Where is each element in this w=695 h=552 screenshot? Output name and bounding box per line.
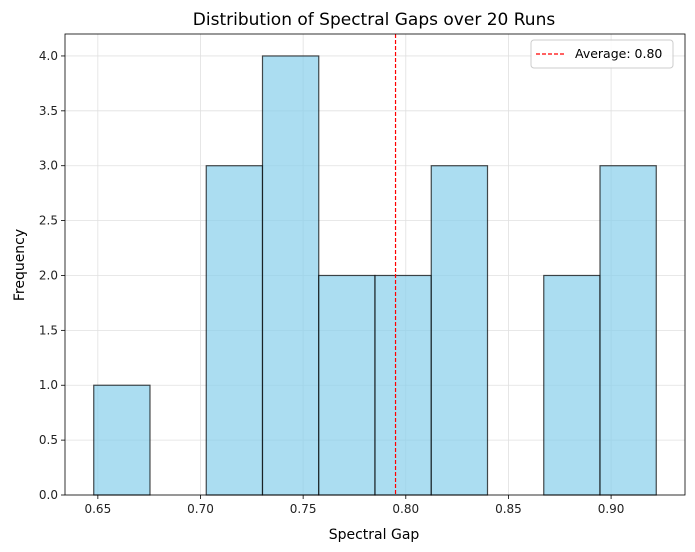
y-tick-label: 1.5: [39, 323, 58, 337]
histogram-bar: [543, 274, 601, 496]
y-axis-ticks: 0.0 0.5 1.0 1.5 2.0 2.5 3.0 3.5 4.0: [39, 49, 65, 502]
x-tick-label: 0.70: [187, 502, 214, 516]
plot-frame: [64, 33, 686, 496]
x-tick-label: 0.75: [290, 502, 317, 516]
histogram-bar: [318, 274, 376, 496]
histogram-bar: [261, 55, 320, 496]
histogram-bar: [599, 165, 657, 496]
x-axis-title: Spectral Gap: [329, 527, 420, 543]
x-tick-label: 0.80: [392, 502, 419, 516]
y-tick-label: 3.5: [39, 104, 58, 118]
chart-title: Distribution of Spectral Gaps over 20 Ru…: [193, 10, 556, 30]
y-tick-label: 0.5: [39, 433, 58, 447]
x-axis-ticks: 0.65 0.70 0.75 0.80 0.85 0.90: [84, 495, 624, 516]
histogram-bar: [93, 384, 151, 496]
histogram-bar: [205, 165, 264, 496]
histogram-bar: [430, 165, 489, 496]
histogram-bars: [93, 55, 657, 496]
legend-average-label: Average: 0.80: [575, 46, 662, 61]
y-tick-label: 4.0: [39, 49, 58, 63]
x-tick-label: 0.90: [598, 502, 625, 516]
y-tick-label: 3.0: [39, 159, 58, 173]
x-tick-label: 0.65: [84, 502, 111, 516]
y-tick-label: 2.0: [39, 268, 58, 282]
x-tick-label: 0.85: [495, 502, 522, 516]
legend: Average: 0.80: [530, 39, 674, 69]
y-tick-label: 0.0: [39, 488, 58, 502]
y-axis-title: Frequency: [12, 229, 28, 301]
y-tick-label: 1.0: [39, 378, 58, 392]
y-tick-label: 2.5: [39, 214, 58, 228]
legend-box: [530, 39, 674, 69]
histogram-bar: [374, 274, 432, 496]
